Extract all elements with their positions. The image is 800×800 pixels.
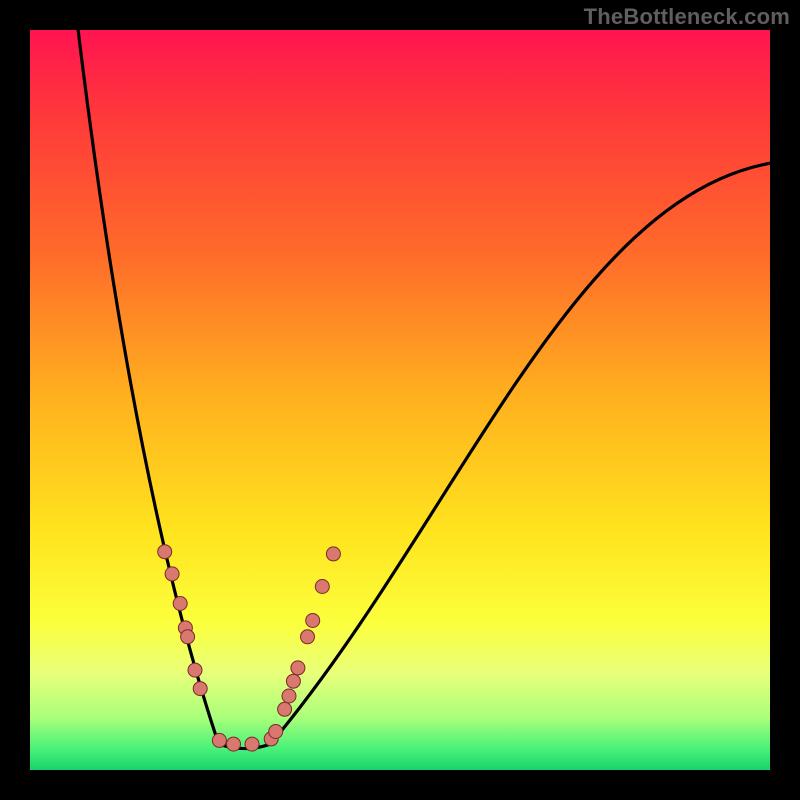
data-marker: [188, 663, 202, 677]
data-marker: [245, 737, 259, 751]
data-marker: [315, 580, 329, 594]
plot-svg: [0, 0, 800, 800]
data-marker: [269, 725, 283, 739]
data-marker: [227, 737, 241, 751]
data-marker: [193, 682, 207, 696]
data-marker: [326, 547, 340, 561]
data-marker: [278, 702, 292, 716]
stage: TheBottleneck.com: [0, 0, 800, 800]
data-marker: [286, 674, 300, 688]
data-marker: [181, 630, 195, 644]
data-marker: [165, 567, 179, 581]
plot-background: [30, 30, 770, 770]
data-marker: [282, 689, 296, 703]
watermark-text: TheBottleneck.com: [584, 4, 790, 30]
data-marker: [173, 597, 187, 611]
data-marker: [301, 630, 315, 644]
data-marker: [212, 733, 226, 747]
data-marker: [158, 545, 172, 559]
data-marker: [306, 614, 320, 628]
data-marker: [291, 661, 305, 675]
